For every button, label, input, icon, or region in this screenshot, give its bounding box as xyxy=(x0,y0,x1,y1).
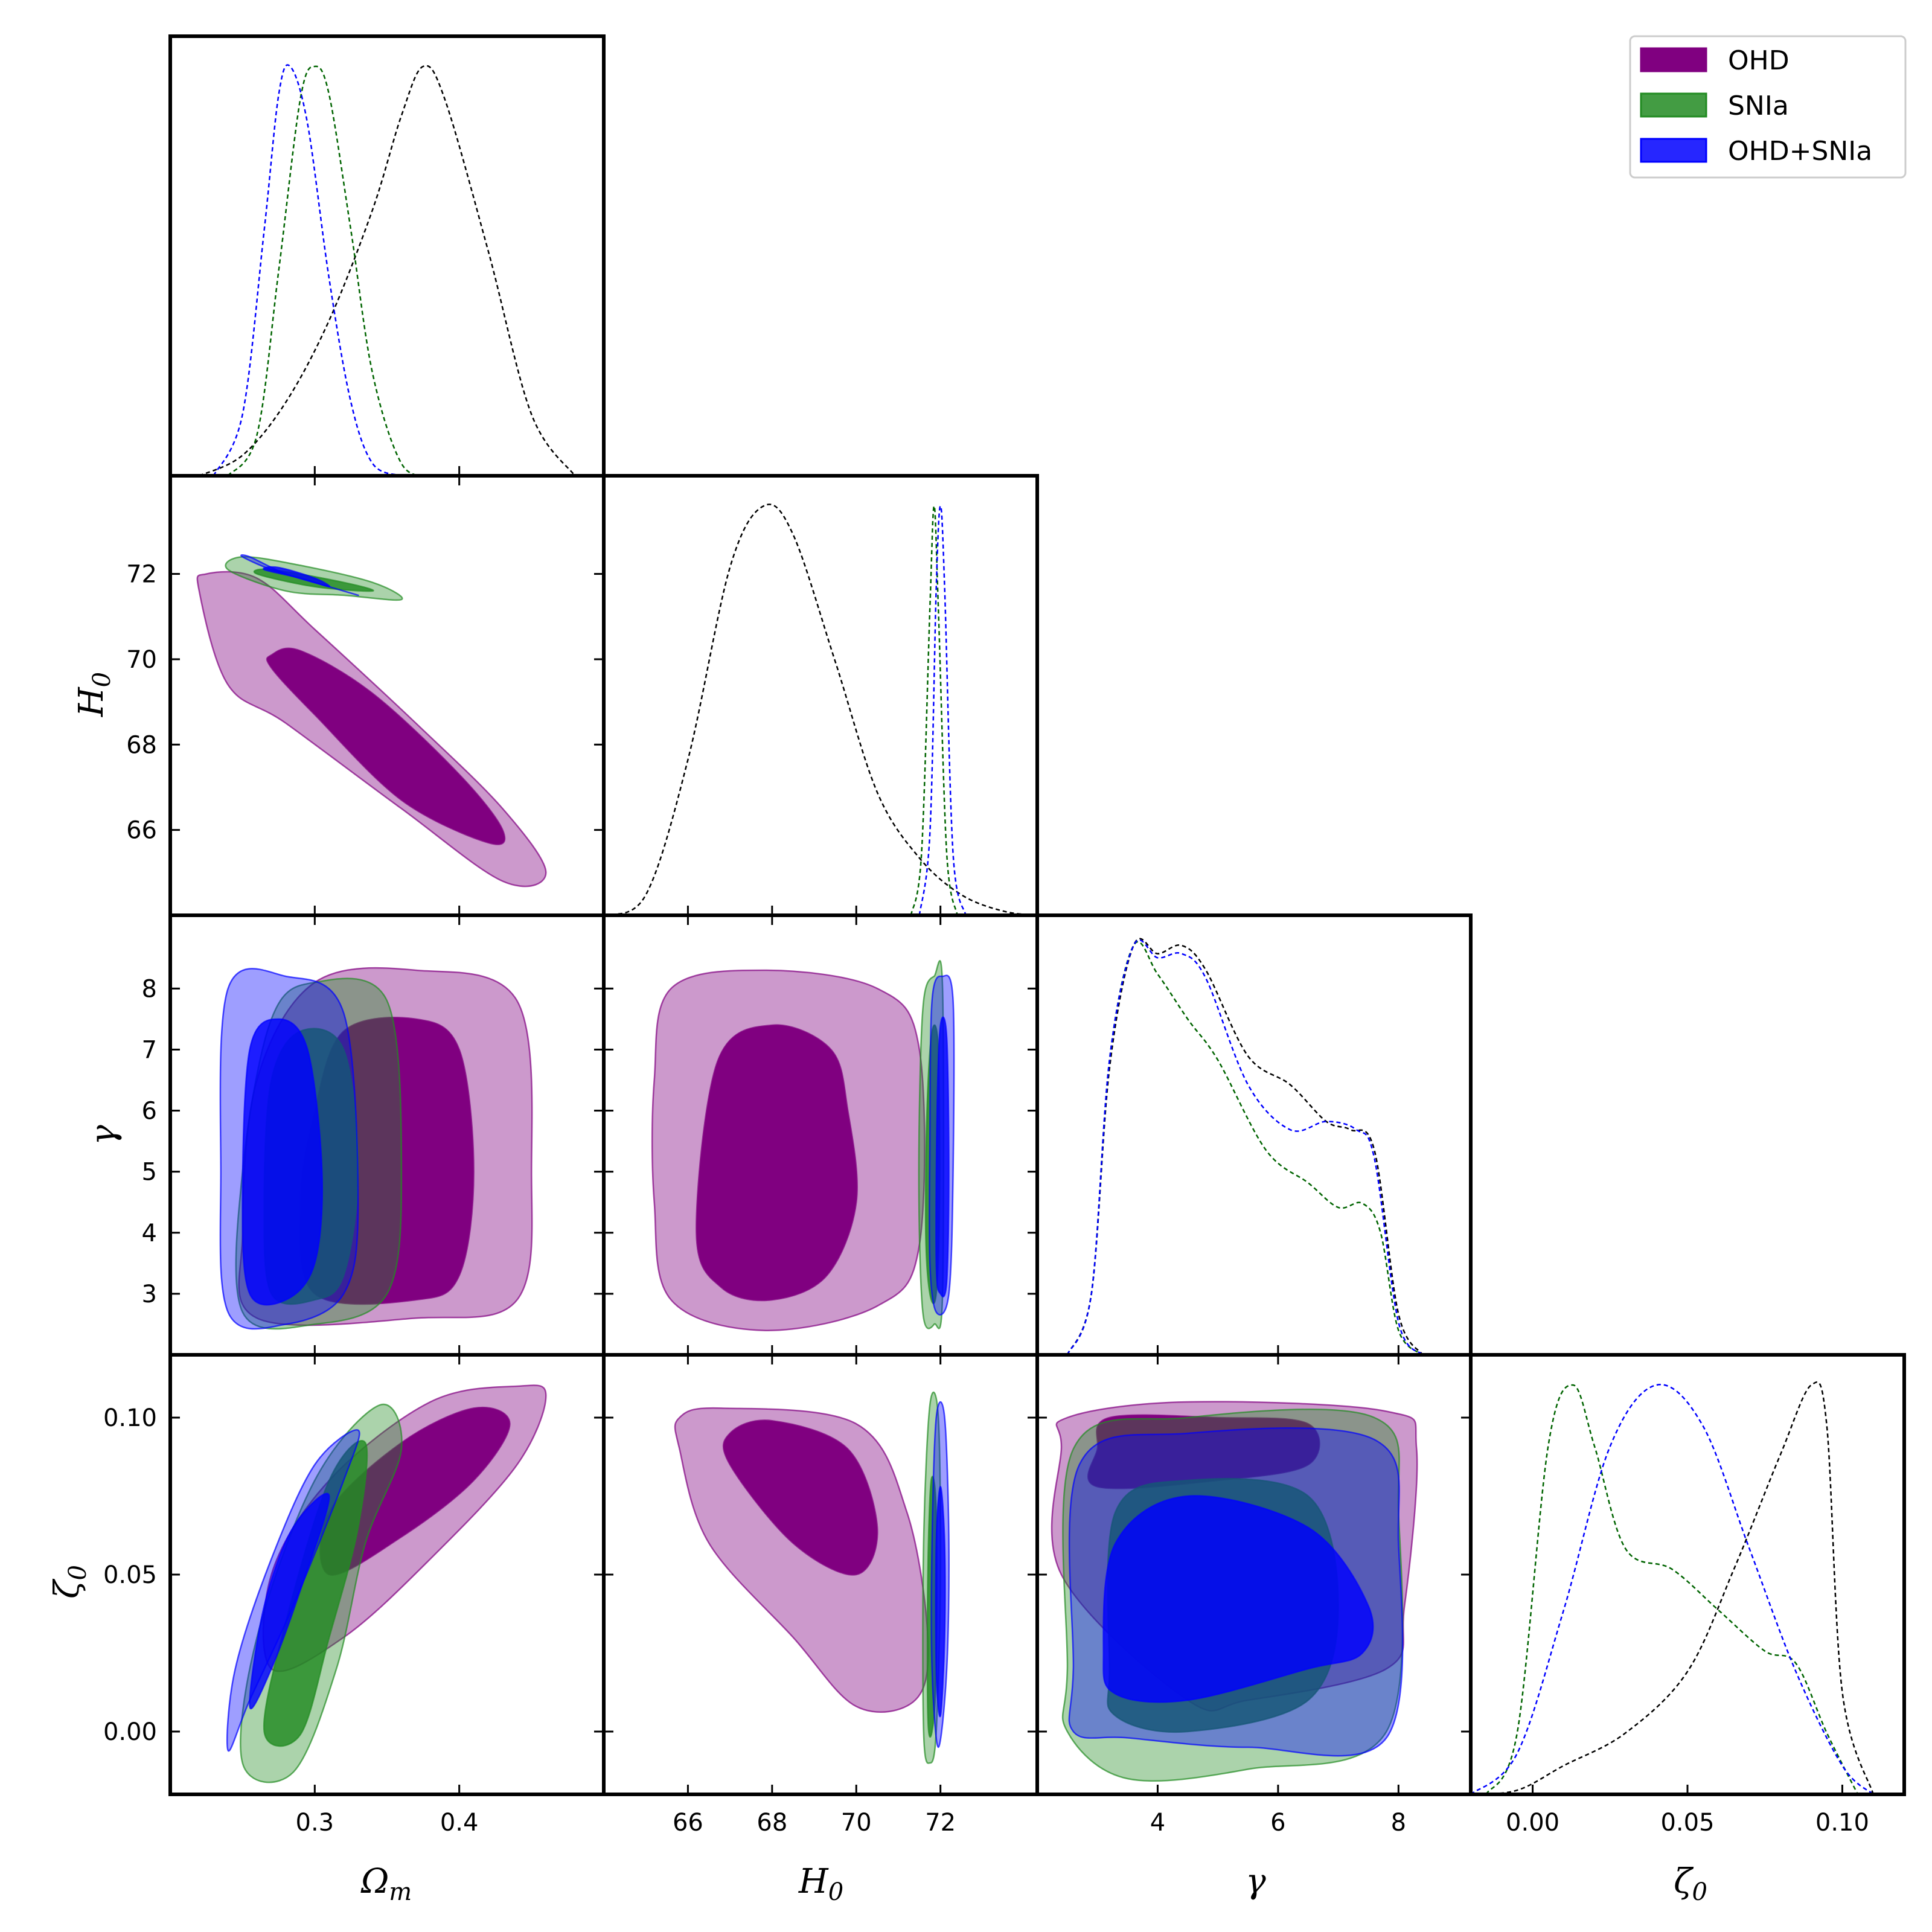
x-tick-label-Om: 0.3 xyxy=(296,1809,334,1837)
x-axis-label-zeta0: ζ0 xyxy=(1674,1862,1707,1906)
y-tick-label-zeta0: 0.00 xyxy=(103,1718,157,1746)
y-tick-label-gamma: 5 xyxy=(142,1159,157,1186)
y-tick-label-gamma: 3 xyxy=(142,1281,157,1308)
marginal-curve-zeta0-ohd xyxy=(1471,1381,1874,1794)
contour-ohd-snia-68 xyxy=(935,1016,950,1297)
panel-content xyxy=(1051,1401,1418,1782)
y-tick-label-gamma: 6 xyxy=(142,1098,157,1125)
panel-H0-vs-Om: 66 68 70 72 xyxy=(126,474,606,925)
contour-ohd-snia-68 xyxy=(1102,1495,1374,1703)
marginal-curve-H0-snia xyxy=(910,505,958,915)
legend-swatch-snia xyxy=(1640,92,1707,118)
marginal-curve-Om-ohd xyxy=(199,65,576,476)
y-axis-label-h0: H0 xyxy=(72,672,116,717)
x-axis-label-gamma: γ xyxy=(1246,1862,1266,1901)
panel-content xyxy=(674,1391,950,1764)
x-tick-label-zeta0: 0.05 xyxy=(1660,1809,1714,1837)
x-tick-label-Om: 0.4 xyxy=(440,1809,479,1837)
contour-ohd-snia-68 xyxy=(242,1018,324,1306)
y-axis-label-zeta0: ζ0 xyxy=(48,1565,92,1599)
panel-zeta0-vs-H0: 66 68 70 72 xyxy=(602,1353,1039,1837)
panel-content xyxy=(219,967,533,1330)
legend-swatch-ohd xyxy=(1640,47,1707,72)
panel-content xyxy=(651,960,955,1331)
panel-content xyxy=(196,554,547,888)
contour-ohd-68 xyxy=(722,1419,878,1576)
y-axis-label-gamma: γ xyxy=(84,1125,123,1145)
x-tick-label-zeta0: 0.10 xyxy=(1815,1809,1869,1837)
y-tick-label-H0: 66 xyxy=(126,817,157,845)
contour-ohd-snia-68 xyxy=(935,1486,946,1718)
x-tick-label-gamma: 8 xyxy=(1391,1809,1406,1837)
panel-content xyxy=(604,504,1037,915)
contour-ohd-68 xyxy=(1087,1414,1320,1489)
marginal-curve-Om-ohd-snia xyxy=(213,64,402,476)
x-tick-label-H0: 70 xyxy=(841,1809,872,1837)
y-tick-label-gamma: 7 xyxy=(142,1036,157,1064)
legend-label-ohd: OHD xyxy=(1728,45,1790,76)
legend-swatch-combined xyxy=(1640,138,1707,163)
y-tick-label-zeta0: 0.10 xyxy=(103,1404,157,1432)
marginal-curve-Om-snia xyxy=(227,65,431,476)
contour-ohd-68 xyxy=(696,1024,858,1302)
x-tick-label-H0: 68 xyxy=(756,1809,787,1837)
contour-ohd-68 xyxy=(266,647,506,845)
marginal-curve-H0-ohd xyxy=(604,504,1037,915)
panel-content xyxy=(226,1384,547,1783)
marginal-curve-gamma-ohd xyxy=(1066,938,1424,1355)
y-tick-label-H0: 68 xyxy=(126,731,157,759)
panel-zeta0-vs-zeta0: 0.00 0.05 0.10 xyxy=(1469,1353,1906,1837)
y-tick-label-gamma: 8 xyxy=(142,975,157,1003)
panel-content xyxy=(1471,1381,1874,1794)
contour-ohd-snia-68 xyxy=(249,1492,330,1710)
panel-content xyxy=(199,64,576,476)
y-tick-label-gamma: 4 xyxy=(142,1220,157,1247)
legend: OHD SNIa OHD+SNIa xyxy=(1629,35,1907,179)
x-tick-label-zeta0: 0.00 xyxy=(1506,1809,1559,1837)
panel-content xyxy=(1066,938,1424,1355)
x-tick-label-H0: 72 xyxy=(925,1809,956,1837)
panel-zeta0-vs-Om: 0.3 0.4 0.00 0.05 0.10 xyxy=(103,1353,606,1837)
panel-zeta0-vs-gamma: 4 6 8 xyxy=(1035,1353,1473,1837)
x-axis-label-om: Ωm xyxy=(360,1862,412,1906)
y-tick-label-zeta0: 0.05 xyxy=(103,1561,157,1589)
legend-label-combined: OHD+SNIa xyxy=(1728,136,1872,167)
x-tick-label-H0: 66 xyxy=(673,1809,703,1837)
marginal-curve-zeta0-ohd-snia xyxy=(1471,1384,1874,1794)
marginal-curve-gamma-ohd-snia xyxy=(1066,939,1424,1355)
y-tick-label-H0: 70 xyxy=(126,646,157,674)
contour-ohd-snia-68 xyxy=(263,566,331,588)
y-tick-label-H0: 72 xyxy=(126,561,157,589)
panel-gamma-vs-H0 xyxy=(602,913,1039,1364)
panel-gamma-vs-Om: 3 4 5 6 7 8 xyxy=(142,913,606,1364)
x-tick-label-gamma: 4 xyxy=(1150,1809,1165,1837)
legend-label-snia: SNIa xyxy=(1728,91,1789,121)
x-tick-label-gamma: 6 xyxy=(1270,1809,1285,1837)
x-axis-label-h0: H0 xyxy=(798,1862,843,1906)
marginal-curve-zeta0-snia xyxy=(1485,1384,1859,1794)
